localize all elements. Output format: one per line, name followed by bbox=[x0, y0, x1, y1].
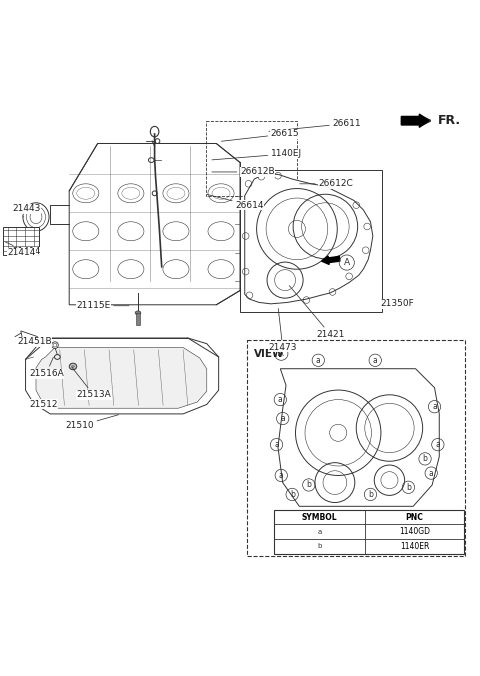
Text: 21510: 21510 bbox=[65, 414, 119, 430]
Text: SYMBOL: SYMBOL bbox=[302, 513, 337, 522]
Text: 1140ER: 1140ER bbox=[400, 542, 429, 551]
Text: FR.: FR. bbox=[438, 114, 461, 127]
Text: a: a bbox=[279, 471, 284, 480]
Text: 26612C: 26612C bbox=[300, 179, 353, 189]
Text: b: b bbox=[306, 481, 311, 489]
Text: 21414: 21414 bbox=[8, 248, 36, 257]
Text: 21443: 21443 bbox=[12, 204, 41, 217]
Text: 26611: 26611 bbox=[269, 119, 361, 131]
Bar bbox=[3, 226, 38, 255]
Text: 26615: 26615 bbox=[221, 130, 300, 141]
Text: 21421: 21421 bbox=[289, 285, 344, 339]
Text: a: a bbox=[373, 356, 378, 365]
Bar bbox=[240, 170, 383, 312]
Text: PNC: PNC bbox=[406, 513, 423, 522]
Polygon shape bbox=[25, 338, 219, 414]
Text: b: b bbox=[422, 454, 428, 463]
Polygon shape bbox=[69, 143, 240, 305]
Text: 26612B: 26612B bbox=[212, 168, 275, 176]
Text: a: a bbox=[304, 518, 309, 527]
Bar bbox=[136, 313, 140, 324]
Text: 1140GD: 1140GD bbox=[399, 527, 430, 536]
Polygon shape bbox=[245, 174, 373, 304]
Text: 21473: 21473 bbox=[268, 308, 297, 352]
Text: 1140EJ: 1140EJ bbox=[212, 149, 302, 160]
Text: a: a bbox=[280, 414, 285, 423]
Text: a: a bbox=[396, 518, 401, 527]
Text: 26614: 26614 bbox=[207, 195, 264, 210]
Polygon shape bbox=[278, 368, 439, 506]
Text: a: a bbox=[318, 529, 322, 535]
Text: 21512: 21512 bbox=[29, 400, 58, 409]
Text: 21350F: 21350F bbox=[380, 299, 414, 308]
Text: a: a bbox=[316, 356, 321, 365]
Polygon shape bbox=[36, 347, 207, 408]
Text: a: a bbox=[274, 440, 279, 449]
Text: a: a bbox=[429, 468, 433, 478]
Text: a: a bbox=[435, 440, 440, 449]
Text: 21516A: 21516A bbox=[29, 357, 64, 378]
Bar bbox=[206, 121, 297, 195]
Text: 21451B: 21451B bbox=[17, 337, 52, 346]
Text: b: b bbox=[368, 490, 373, 499]
Text: 21513A: 21513A bbox=[72, 367, 111, 400]
Text: b: b bbox=[406, 483, 411, 492]
FancyArrow shape bbox=[322, 256, 340, 264]
Bar bbox=[274, 510, 464, 554]
FancyArrow shape bbox=[401, 114, 429, 127]
Ellipse shape bbox=[135, 311, 141, 315]
Text: VIEW: VIEW bbox=[254, 349, 285, 359]
Text: b: b bbox=[313, 518, 318, 527]
Text: 21414: 21414 bbox=[5, 242, 41, 256]
Ellipse shape bbox=[23, 203, 49, 231]
Text: a: a bbox=[278, 395, 283, 404]
Ellipse shape bbox=[52, 342, 58, 348]
Text: a: a bbox=[432, 402, 437, 411]
Text: 21115E: 21115E bbox=[76, 301, 129, 310]
Bar bbox=[247, 341, 466, 556]
Ellipse shape bbox=[69, 363, 77, 370]
Text: b: b bbox=[290, 490, 295, 499]
Text: A: A bbox=[344, 258, 350, 267]
Text: b: b bbox=[317, 544, 322, 550]
Polygon shape bbox=[21, 331, 37, 343]
Text: A: A bbox=[278, 349, 284, 358]
